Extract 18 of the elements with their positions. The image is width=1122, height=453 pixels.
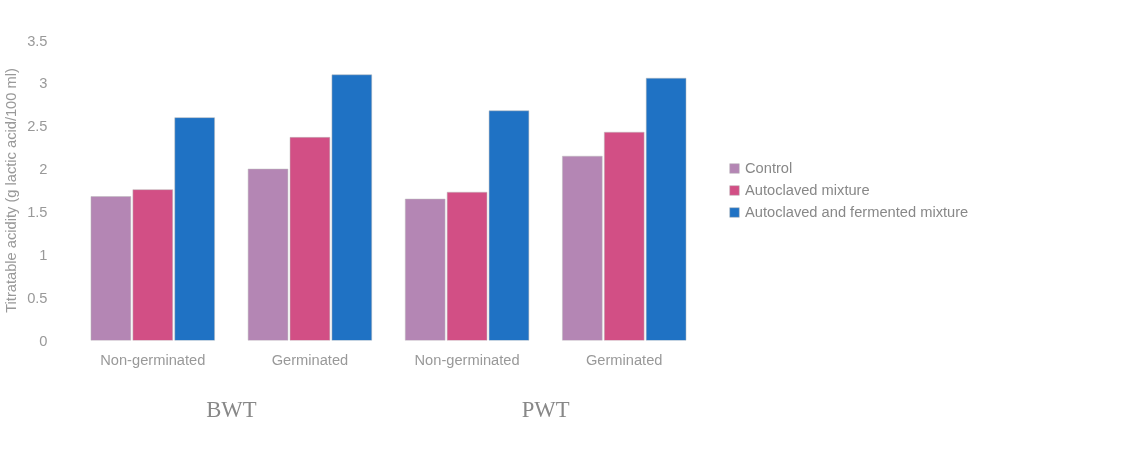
text: BWT — [206, 396, 257, 422]
y-tick-label: 2 — [39, 161, 48, 178]
x-tick-label: Non-germinated — [414, 351, 520, 368]
y-tick-label: 3.5 — [27, 32, 48, 49]
x-tick-label: Germinated — [585, 351, 663, 368]
y-tick-label: 1 — [39, 246, 48, 263]
x-tick-label: Non-germinated — [100, 351, 206, 368]
legend-label: Control — [745, 160, 793, 176]
y-tick-label: 0 — [39, 332, 48, 349]
text: PWT — [521, 396, 570, 422]
y-tick-label: 3 — [39, 75, 48, 92]
y-tick-label: 2.5 — [27, 118, 48, 135]
legend-label: Autoclaved and fermented mixture — [745, 204, 969, 220]
y-tick-label: 1.5 — [27, 203, 48, 220]
y-axis-title: Titratable acidity (g lactic acid/100 ml) — [3, 68, 20, 313]
y-tick-label: 0.5 — [27, 289, 48, 306]
legend-label: Autoclaved mixture — [745, 182, 870, 198]
x-tick-label: Germinated — [271, 351, 349, 368]
